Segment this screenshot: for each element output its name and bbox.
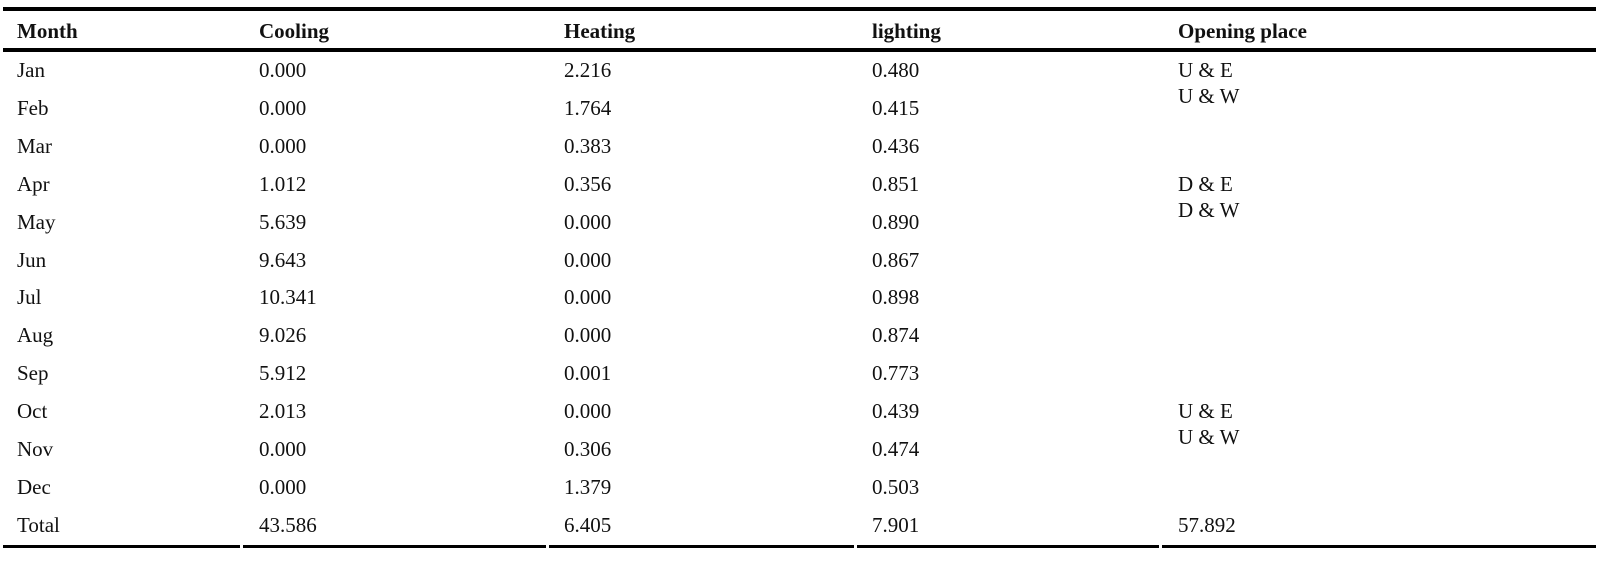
- opening-place-entry: U & W: [1178, 84, 1240, 108]
- bottom-rule-gap: [546, 545, 549, 548]
- total-overall: 57.892: [1178, 512, 1236, 537]
- table-header-row: Month Cooling Heating lighting Opening p…: [3, 11, 1596, 48]
- total-label: Total: [17, 512, 60, 537]
- cell-cooling: 9.643: [259, 247, 307, 272]
- table-row: Dec 0.000 1.379 0.503: [3, 469, 1596, 507]
- cell-month: Jul: [17, 285, 42, 310]
- bottom-rule-gap: [240, 545, 243, 548]
- cell-heating: 0.000: [564, 285, 612, 310]
- cell-lighting: 0.415: [872, 95, 920, 120]
- cell-month: Mar: [17, 133, 52, 158]
- cell-lighting: 0.874: [872, 323, 920, 348]
- cell-month: Nov: [17, 437, 54, 461]
- cell-heating: 0.000: [564, 399, 612, 424]
- opening-place-entry: U & E: [1178, 58, 1233, 82]
- opening-place-entry: U & W: [1178, 425, 1240, 450]
- table-row: Jul 10.341 0.000 0.898: [3, 279, 1596, 317]
- cell-cooling: 2.013: [259, 399, 307, 424]
- cell-lighting: 0.898: [872, 285, 920, 310]
- bottom-rule-gap: [1159, 545, 1162, 548]
- cell-month: Feb: [17, 95, 49, 120]
- cell-month: Jun: [17, 247, 47, 272]
- cell-lighting: 0.890: [872, 209, 920, 234]
- opening-place-entry: D & W: [1178, 197, 1240, 222]
- cell-month: Dec: [17, 474, 51, 499]
- opening-place-entry: U & E: [1178, 399, 1233, 424]
- table-row: Nov 0.000 0.306 0.474: [3, 431, 1596, 469]
- table-row: Jun 9.643 0.000 0.867: [3, 242, 1596, 280]
- cell-cooling: 0.000: [259, 95, 307, 120]
- header-opening-place: Opening place: [1178, 19, 1307, 43]
- table-total-row: Total 43.586 6.405 7.901 57.892: [3, 507, 1596, 545]
- cell-lighting: 0.503: [872, 474, 920, 499]
- total-heating: 6.405: [564, 512, 612, 537]
- cell-month: Oct: [17, 399, 48, 424]
- cell-heating: 0.383: [564, 133, 612, 158]
- cell-lighting: 0.867: [872, 247, 920, 272]
- cell-cooling: 0.000: [259, 437, 307, 461]
- opening-place-entry: D & E: [1178, 171, 1233, 196]
- cell-cooling: 0.000: [259, 58, 307, 82]
- cell-heating: 0.000: [564, 247, 612, 272]
- cell-heating: 0.356: [564, 171, 612, 196]
- cell-heating: 1.379: [564, 474, 612, 499]
- cell-month: Sep: [17, 361, 49, 386]
- cell-month: Jan: [17, 58, 45, 82]
- header-heating: Heating: [564, 19, 636, 43]
- header-month: Month: [17, 19, 78, 43]
- total-cooling: 43.586: [259, 512, 317, 537]
- cell-heating: 0.001: [564, 361, 612, 386]
- header-lighting: lighting: [872, 19, 941, 43]
- cell-lighting: 0.851: [872, 171, 920, 196]
- cell-lighting: 0.439: [872, 399, 920, 424]
- cell-lighting: 0.436: [872, 133, 920, 158]
- table-top-rule: [3, 7, 1596, 11]
- cell-cooling: 5.639: [259, 209, 307, 234]
- table-row: Sep 5.912 0.001 0.773: [3, 355, 1596, 393]
- cell-month: Aug: [17, 323, 54, 348]
- cell-lighting: 0.474: [872, 437, 920, 461]
- table-header-rule: [3, 48, 1596, 52]
- cell-month: May: [17, 209, 56, 234]
- table-bottom-rule: [3, 545, 1596, 548]
- cell-lighting: 0.480: [872, 58, 920, 82]
- cell-cooling: 9.026: [259, 323, 307, 348]
- cell-cooling: 0.000: [259, 474, 307, 499]
- cell-cooling: 0.000: [259, 133, 307, 158]
- cell-cooling: 1.012: [259, 171, 307, 196]
- cell-cooling: 5.912: [259, 361, 307, 386]
- cell-cooling: 10.341: [259, 285, 317, 310]
- cell-heating: 1.764: [564, 95, 612, 120]
- table-row: Feb 0.000 1.764 0.415: [3, 90, 1596, 128]
- total-lighting: 7.901: [872, 512, 920, 537]
- table-row: Aug 9.026 0.000 0.874: [3, 317, 1596, 355]
- header-cooling: Cooling: [259, 19, 330, 43]
- table-row: May 5.639 0.000 0.890: [3, 204, 1596, 242]
- bottom-rule-gap: [854, 545, 857, 548]
- cell-lighting: 0.773: [872, 361, 920, 386]
- cell-heating: 2.216: [564, 58, 612, 82]
- cell-heating: 0.000: [564, 209, 612, 234]
- cell-heating: 0.306: [564, 437, 612, 461]
- table-row: Mar 0.000 0.383 0.436: [3, 128, 1596, 166]
- cell-heating: 0.000: [564, 323, 612, 348]
- cell-month: Apr: [17, 171, 50, 196]
